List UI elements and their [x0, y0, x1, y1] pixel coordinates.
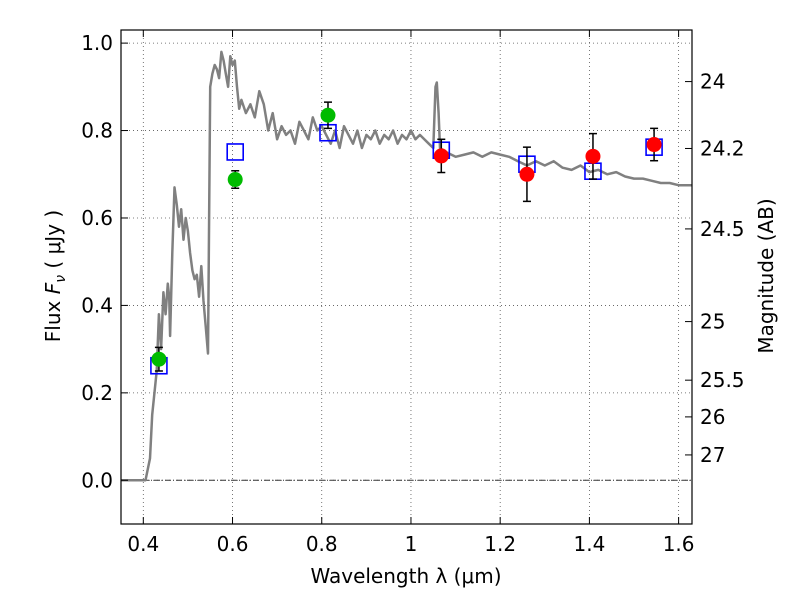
red-data-point	[433, 148, 449, 164]
y2-tick-label: 25.5	[700, 368, 745, 392]
y2-axis-label: Magnitude (AB)	[754, 198, 778, 353]
y-axis-label-units: ( μJy )	[41, 210, 65, 275]
red-data-point	[585, 148, 601, 164]
y-tick-label: 0.8	[81, 119, 113, 143]
y-tick-label: 0.0	[81, 468, 113, 492]
green-data-point	[227, 172, 243, 188]
y2-tick-label: 24.2	[700, 136, 745, 160]
red-data-point	[646, 137, 662, 153]
green-data-point	[320, 107, 336, 123]
green-data-point	[151, 351, 167, 367]
x-tick-label: 0.8	[306, 532, 338, 556]
y2-tick-label: 25	[700, 310, 725, 334]
y-tick-label: 0.4	[81, 293, 113, 317]
x-axis-label: Wavelength λ (μm)	[310, 564, 501, 588]
x-tick-label: 1.2	[484, 532, 516, 556]
y2-tick-label: 27	[700, 443, 725, 467]
y2-tick-label: 26	[700, 405, 725, 429]
y-axis-label-symbol: F	[41, 282, 65, 294]
ticks: 0.4 0.6 0.8 1 1.2 1.4 1.6 0.0 0.2 0.4 0.6 0.8 1.0 24 2…	[81, 30, 745, 556]
y-tick-label: 1.0	[81, 31, 113, 55]
y2-tick-label: 24.5	[700, 217, 745, 241]
model-band-square	[226, 143, 244, 161]
x-tick-label: 1	[405, 532, 418, 556]
plot-frame	[120, 29, 693, 525]
red-data-point	[519, 166, 535, 182]
y-tick-label: 0.2	[81, 381, 113, 405]
y-axis-label-text: Flux	[41, 294, 65, 342]
grid	[121, 30, 692, 524]
x-tick-label: 1.6	[663, 532, 695, 556]
x-tick-label: 0.6	[217, 532, 249, 556]
x-tick-label: 1.4	[573, 532, 605, 556]
y-tick-label: 0.6	[81, 206, 113, 230]
y2-tick-label: 24	[700, 70, 725, 94]
y-axis-label-subscript: ν	[53, 275, 69, 283]
model-sed-layer	[121, 50, 692, 482]
plot-frame-rect	[120, 29, 693, 525]
x-tick-label: 0.4	[127, 532, 159, 556]
y-axis-label: Flux Fν ( μJy )	[41, 210, 69, 342]
model-sed-line	[121, 50, 692, 482]
points-layer	[150, 101, 663, 375]
